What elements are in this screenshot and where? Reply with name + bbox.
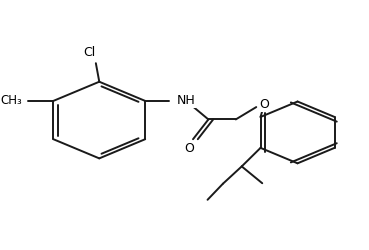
Text: Cl: Cl	[83, 46, 96, 59]
Text: CH₃: CH₃	[1, 94, 23, 108]
Text: O: O	[184, 142, 194, 155]
Text: NH: NH	[177, 94, 196, 108]
Text: O: O	[259, 98, 269, 111]
